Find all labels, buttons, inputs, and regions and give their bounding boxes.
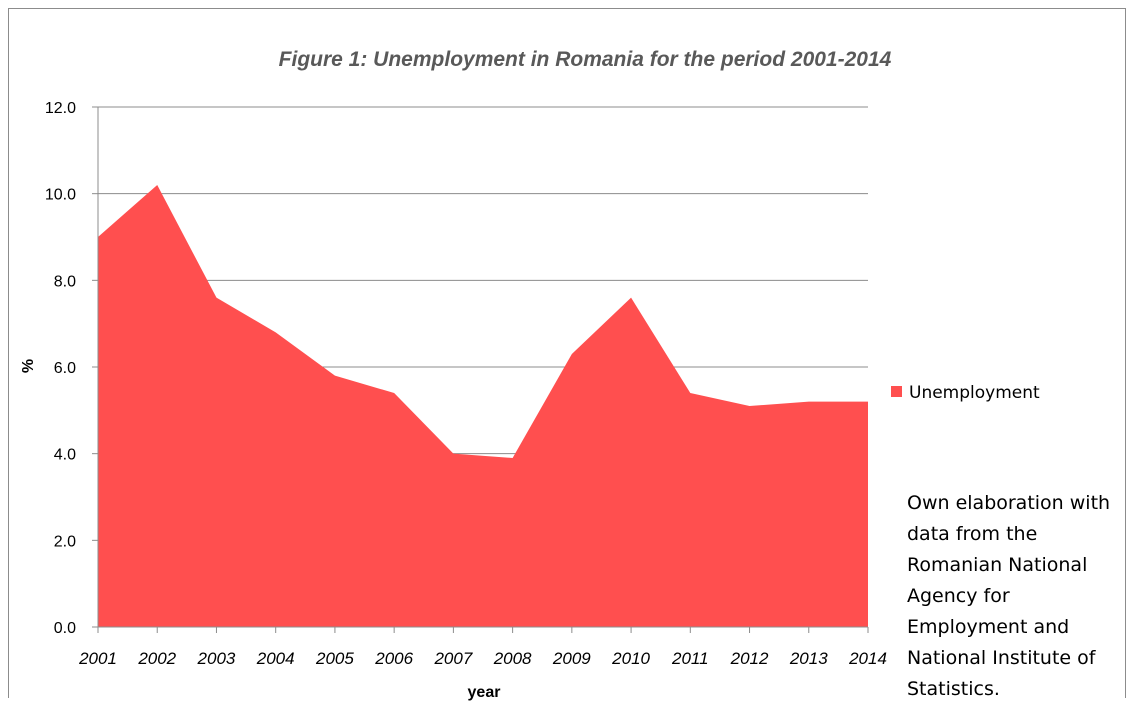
- legend-label: Unemployment: [909, 383, 1040, 403]
- series-area-unemployment: [98, 185, 868, 627]
- chart-frame: [8, 8, 1126, 698]
- x-tick-label: 2002: [137, 649, 176, 668]
- x-tick-label: 2004: [256, 649, 295, 668]
- series-area-layer: [98, 185, 868, 627]
- y-tick-label: 12.0: [45, 100, 76, 117]
- y-tick-label: 0.0: [54, 620, 76, 637]
- y-tick-label: 6.0: [54, 360, 76, 377]
- x-tick-label: 2006: [374, 649, 413, 668]
- x-tick-label: 2009: [552, 649, 591, 668]
- axes: [92, 106, 869, 633]
- x-tick-labels: 2001 2002 2003 2004 2005 2006 2007 2008 2009 2010…: [78, 649, 887, 668]
- x-tick-label: 2008: [493, 649, 532, 668]
- x-tick-label: 2010: [611, 649, 650, 668]
- x-axis-label: year: [468, 684, 501, 701]
- y-tick-label: 2.0: [54, 533, 76, 550]
- x-tick-label: 2003: [197, 649, 236, 668]
- y-tick-label: 10.0: [45, 187, 76, 204]
- legend: Unemployment: [891, 383, 1040, 403]
- y-axis-label: %: [20, 359, 37, 373]
- y-tick-label: 4.0: [54, 447, 76, 464]
- source-note: Own elaboration with data from the Roman…: [907, 492, 1111, 700]
- x-tick-label: 2001: [78, 649, 117, 668]
- x-tick-label: 2007: [433, 649, 472, 668]
- x-tick-label: 2012: [730, 649, 769, 668]
- x-tick-label: 2011: [671, 649, 709, 668]
- y-tick-label: 8.0: [54, 273, 76, 290]
- x-tick-label: 2005: [315, 649, 354, 668]
- x-tick-label: 2013: [789, 649, 828, 668]
- chart-title: Figure 1: Unemployment in Romania for th…: [279, 48, 892, 71]
- x-tick-label: 2014: [848, 649, 887, 668]
- y-tick-labels: 0.0 2.0 4.0 6.0 8.0 10.0 12.0: [45, 100, 76, 637]
- legend-swatch: [891, 386, 902, 397]
